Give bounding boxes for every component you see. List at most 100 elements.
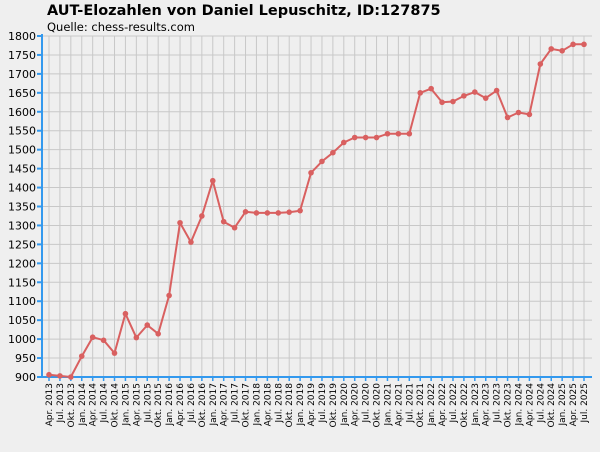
data-point (319, 158, 325, 165)
data-point (472, 89, 478, 95)
x-tick-label: Jul. 2014 (100, 383, 110, 424)
data-point (461, 93, 467, 99)
data-point (242, 209, 249, 215)
x-tick-label: Okt. 2022 (460, 383, 470, 427)
axes (37, 34, 592, 381)
data-point (581, 41, 587, 48)
data-point (373, 134, 380, 141)
y-tick-label: 1500 (8, 144, 36, 157)
x-tick-label: Apr. 2014 (89, 383, 99, 427)
data-point (537, 61, 544, 67)
x-tick-label: Jul. 2023 (493, 383, 503, 424)
x-tick-label: Jan. 2022 (427, 383, 437, 427)
y-tick-label: 1100 (8, 295, 36, 308)
x-tick-label: Okt. 2021 (416, 383, 426, 427)
data-point (482, 95, 489, 101)
data-point (111, 350, 118, 356)
x-tick-label: Apr. 2024 (525, 383, 535, 427)
y-tick-labels: 900 950 1000 1050 1100 1150 1200 1250 1300 1350 14… (8, 30, 36, 384)
y-tick-label: 1350 (8, 201, 36, 214)
data-point (166, 292, 172, 299)
data-point (548, 46, 555, 52)
data-point (297, 207, 303, 214)
y-tick-label: 1600 (8, 106, 36, 119)
grid (42, 35, 592, 377)
x-tick-label: Jan. 2014 (78, 383, 88, 427)
y-tick-label: 1800 (8, 30, 36, 43)
x-tick-label: Apr. 2023 (482, 383, 492, 426)
data-point (253, 210, 260, 216)
y-tick-label: 1000 (8, 333, 36, 346)
y-tick-label: 1200 (8, 257, 36, 270)
x-tick-label: Jul. 2015 (143, 383, 153, 424)
x-tick-label: Jul. 2017 (231, 383, 241, 424)
data-point (406, 130, 413, 137)
x-tick-label: Apr. 2022 (438, 383, 448, 426)
data-point (46, 371, 52, 378)
data-point (504, 114, 511, 121)
data-point (384, 130, 391, 137)
y-tick-label: 1050 (8, 314, 36, 327)
x-tick-label: Jan. 2024 (514, 383, 524, 427)
data-point (308, 169, 314, 176)
x-tick-label: Apr. 2017 (220, 383, 230, 426)
data-point (493, 87, 500, 94)
x-tick-label: Jan. 2021 (383, 383, 393, 427)
x-tick-label: Apr. 2020 (351, 383, 361, 427)
x-tick-label: Okt. 2014 (111, 383, 121, 428)
y-tick-label: 1650 (8, 87, 36, 100)
x-tick-label: Jan. 2018 (252, 383, 262, 427)
x-tick-label: Okt. 2018 (285, 383, 295, 428)
data-point (133, 334, 140, 341)
data-point (231, 224, 238, 231)
x-tick-label: Jul. 2020 (362, 383, 372, 424)
y-tick-label: 1300 (8, 219, 36, 232)
data-point (515, 109, 522, 116)
y-tick-label: 900 (15, 371, 36, 384)
x-tick-label: Jul. 2022 (449, 383, 459, 424)
x-tick-label: Jan. 2016 (165, 383, 175, 427)
data-point (57, 373, 63, 379)
x-tick-label: Okt. 2019 (329, 383, 339, 428)
series (46, 41, 587, 380)
data-point (122, 310, 129, 317)
x-tick-label: Jul. 2024 (536, 383, 546, 424)
y-tick-label: 1450 (8, 163, 36, 176)
data-point (559, 47, 565, 54)
x-tick-label: Jan. 2019 (296, 383, 306, 427)
data-point (188, 239, 194, 245)
data-point (428, 85, 434, 92)
data-point (177, 219, 183, 226)
x-tick-label: Jul. 2025 (580, 383, 590, 424)
y-tick-label: 1250 (8, 238, 36, 251)
x-tick-labels: Apr. 2013 Jul. 2013 Okt. 2013 Jan. 2014 Apr.… (45, 383, 590, 428)
x-tick-label: Jan. 2025 (558, 383, 568, 427)
y-tick-label: 1150 (8, 276, 36, 289)
data-point (89, 334, 96, 341)
y-tick-label: 950 (15, 352, 36, 365)
y-tick-label: 1400 (8, 182, 36, 195)
data-point (351, 134, 358, 141)
data-point (450, 98, 456, 105)
x-tick-label: Apr. 2013 (45, 383, 55, 426)
x-tick-label: Okt. 2024 (547, 383, 557, 428)
x-tick-label: Jan. 2015 (121, 383, 131, 427)
y-tick-label: 1550 (8, 125, 36, 138)
x-tick-label: Apr. 2019 (307, 383, 317, 427)
chart-title: AUT-Elozahlen von Daniel Lepuschitz, ID:… (47, 3, 441, 19)
x-tick-label: Jul. 2013 (56, 383, 66, 424)
x-tick-label: Jul. 2016 (187, 383, 197, 424)
x-tick-label: Apr. 2016 (176, 383, 186, 427)
data-point (220, 218, 227, 225)
data-point (330, 149, 336, 156)
x-tick-label: Jul. 2019 (318, 383, 328, 424)
data-point (570, 41, 576, 48)
data-point (68, 374, 74, 380)
x-tick-label: Okt. 2016 (198, 383, 208, 428)
data-point (78, 353, 85, 359)
x-tick-label: Jan. 2017 (209, 383, 219, 427)
x-tick-label: Apr. 2018 (263, 383, 273, 427)
x-tick-label: Jul. 2021 (405, 383, 415, 424)
x-tick-label: Okt. 2017 (242, 383, 252, 427)
